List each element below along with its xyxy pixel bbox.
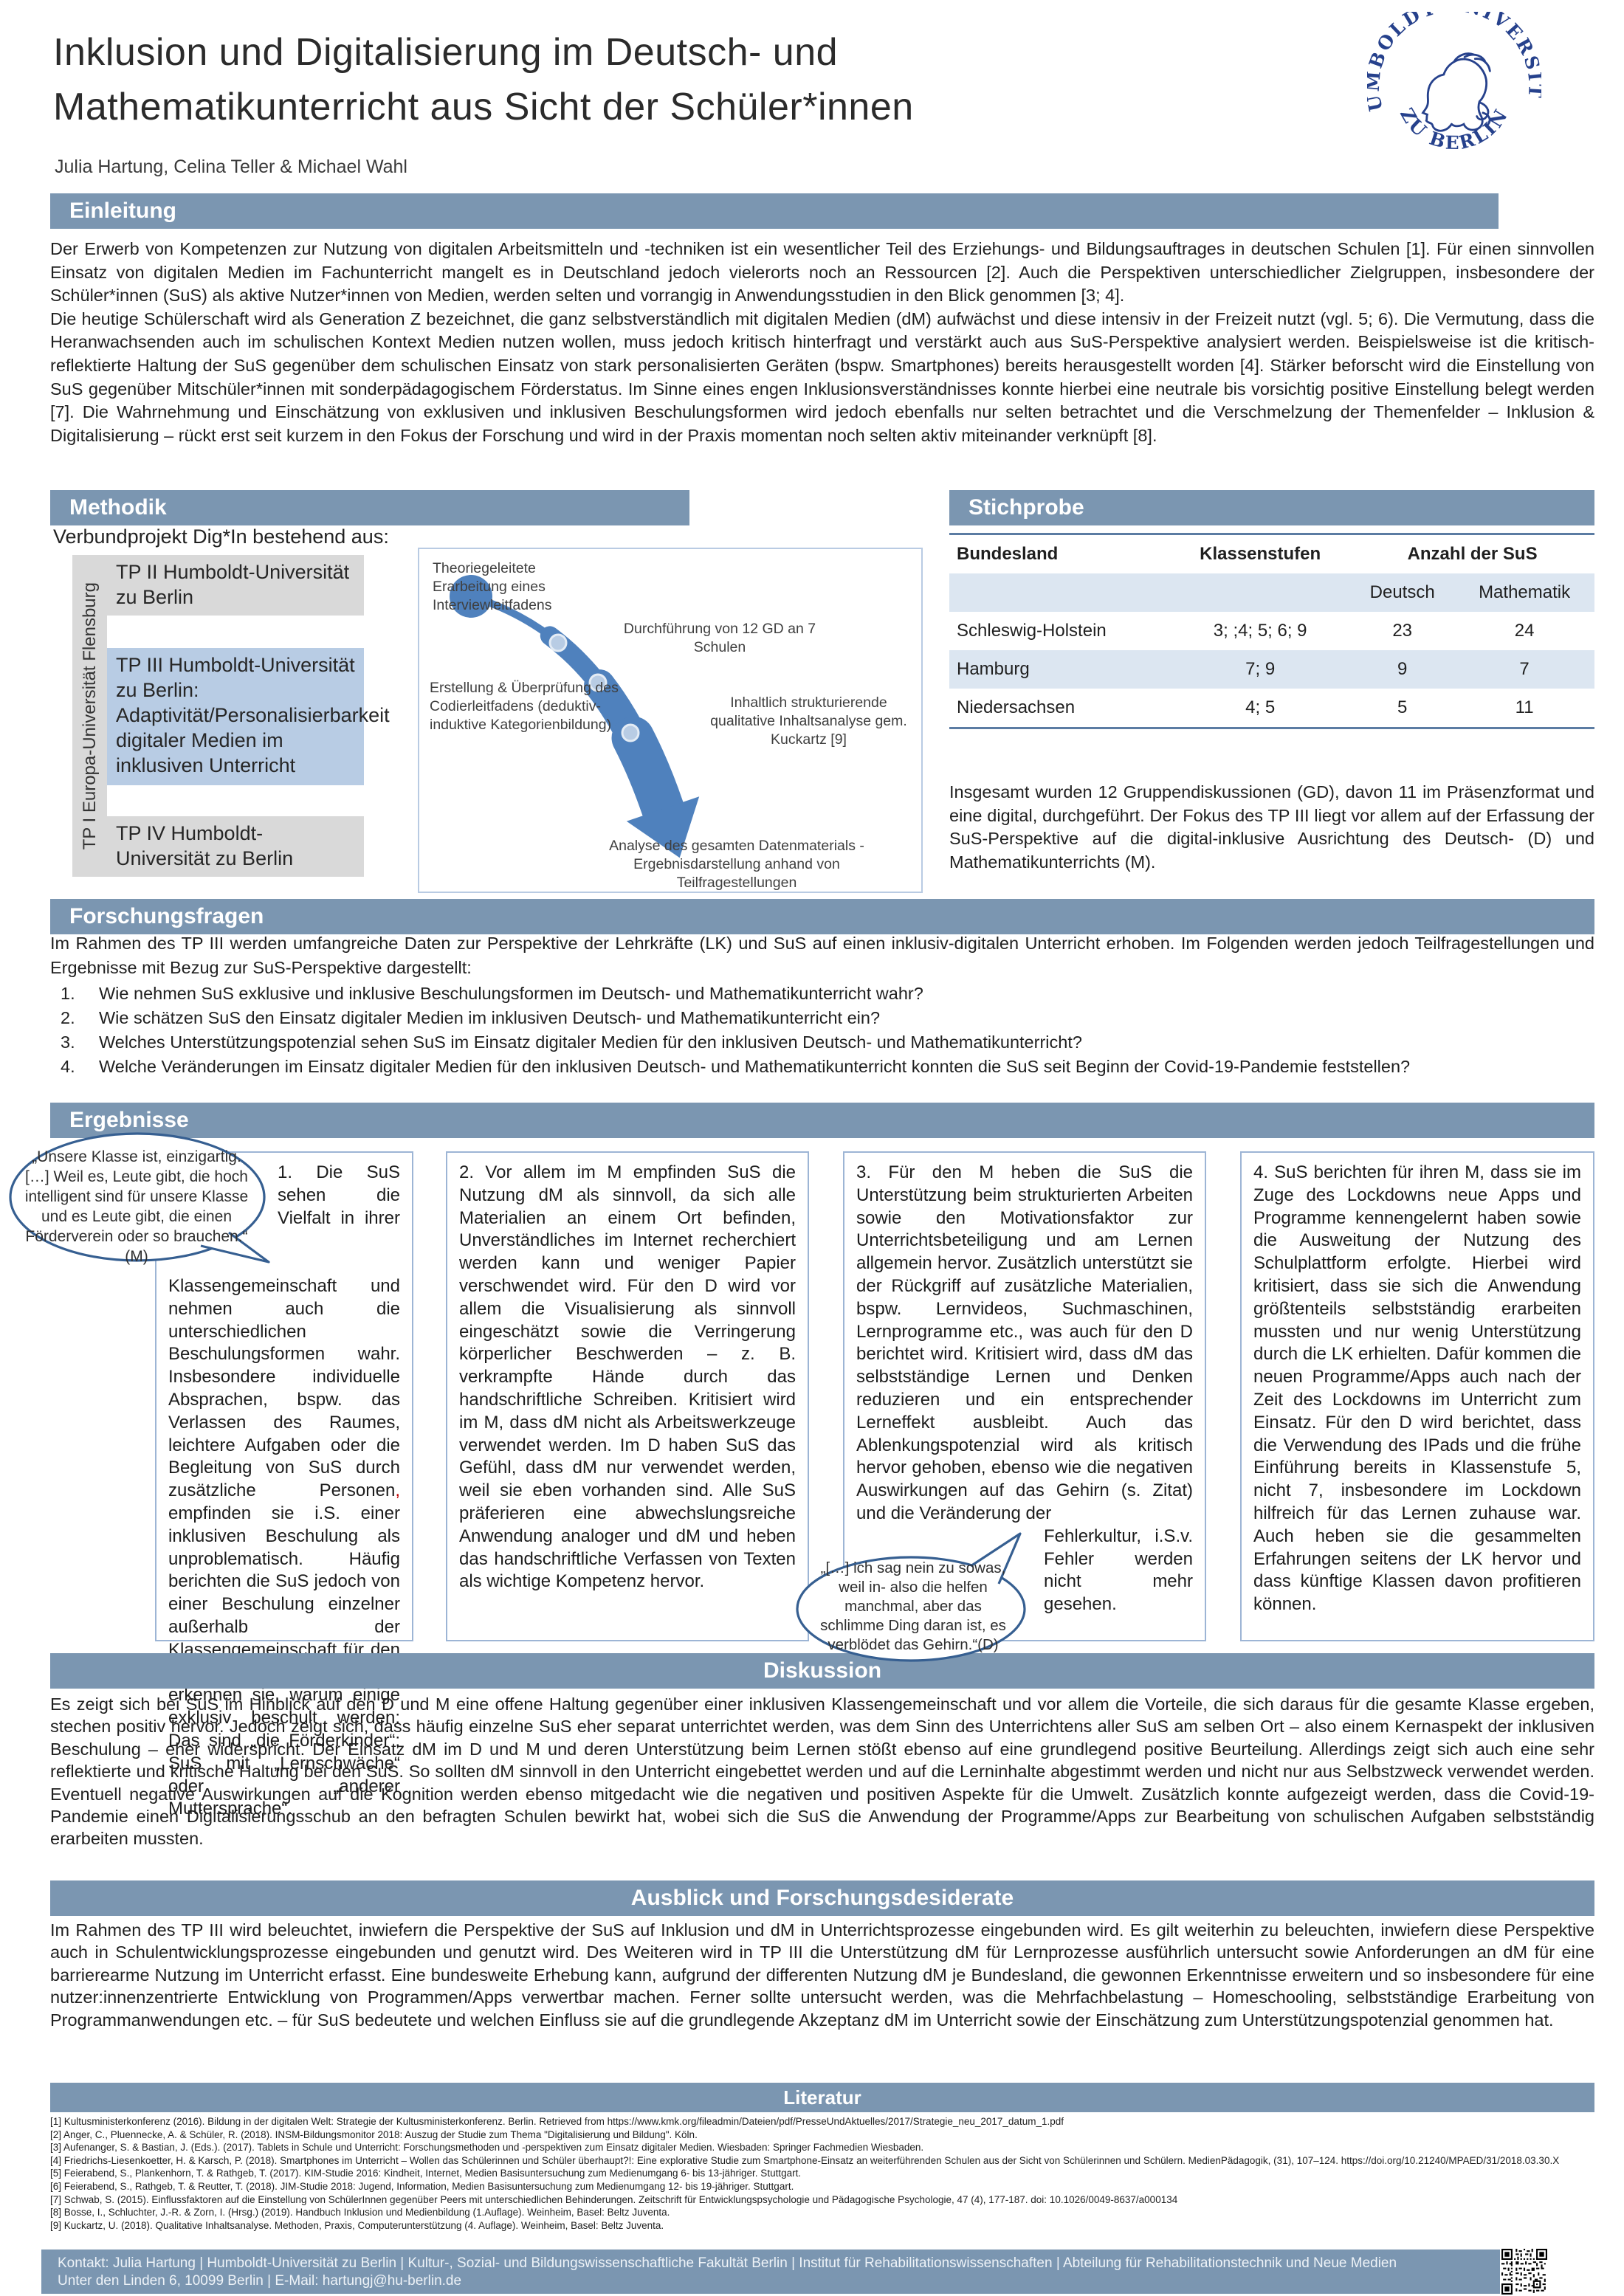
diagram-step-4: Inhaltlich strukturierende qualitative I… bbox=[710, 694, 907, 748]
contact-line-2: Unter den Linden 6, 10099 Berlin | E-Mai… bbox=[58, 2273, 462, 2289]
method-flow-diagram: Theoriegeleitete Erarbeitung eines Inter… bbox=[418, 548, 923, 893]
result-text-3-tail: Fehlerkultur, i.S.v. Fehler werden nicht… bbox=[1044, 1526, 1193, 1615]
result-text-4: 4. SuS berichten für ihren M, dass sie i… bbox=[1253, 1162, 1581, 1615]
table-header-row: Bundesland Klassenstufen Anzahl der SuS bbox=[949, 534, 1594, 574]
section-title: Literatur bbox=[783, 2086, 861, 2109]
reference-item: [3] Aufenanger, S. & Bastian, J. (Eds.).… bbox=[50, 2142, 924, 2154]
sample-table: Bundesland Klassenstufen Anzahl der SuS … bbox=[949, 533, 1594, 729]
title-line-1: Inklusion und Digitalisierung im Deutsch… bbox=[53, 31, 839, 74]
diagram-step-3: Erstellung & Überprüfung des Codierleitf… bbox=[430, 680, 619, 733]
humboldt-brothers-heads-icon bbox=[1421, 52, 1491, 132]
process-arrow-icon bbox=[450, 575, 700, 858]
section-title: Ergebnisse bbox=[69, 1108, 189, 1132]
red-comma: , bbox=[395, 1480, 400, 1501]
result-text-3: 3. Für den M heben die SuS die Unterstüt… bbox=[856, 1162, 1193, 1523]
authors: Julia Hartung, Celina Teller & Michael W… bbox=[55, 156, 407, 177]
project-structure: TP I Europa-Universität Flensburg TP II … bbox=[72, 555, 390, 877]
diagram-step-2: Durchführung von 12 GD an 7 Schulen bbox=[623, 621, 816, 655]
section-title: Forschungsfragen bbox=[69, 904, 264, 928]
result-text-2: 2. Vor allem im M empfinden SuS die Nutz… bbox=[459, 1162, 796, 1592]
section-title: Stichprobe bbox=[968, 495, 1084, 520]
reference-list: [1] Kultusministerkonferenz (2016). Bild… bbox=[50, 2115, 1594, 2232]
research-question-4: Welche Veränderungen im Einsatz digitale… bbox=[61, 1055, 1411, 1079]
section-title: Diskussion bbox=[763, 1658, 882, 1683]
reference-item: [1] Kultusministerkonferenz (2016). Bild… bbox=[50, 2116, 1064, 2127]
forschungsfragen-text: Im Rahmen des TP III werden umfangreiche… bbox=[50, 931, 1594, 1079]
contact-line-1: Kontakt: Julia Hartung | Humboldt-Univer… bbox=[58, 2255, 1397, 2271]
contact-footer: Kontakt: Julia Hartung | Humboldt-Univer… bbox=[41, 2250, 1500, 2294]
diskussion-text: Es zeigt sich bei SuS im Hinblick auf de… bbox=[50, 1695, 1594, 1849]
col-header-anzahl: Anzahl der SuS bbox=[1407, 544, 1538, 564]
diagram-step-1: Theoriegeleitete Erarbeitung eines Inter… bbox=[433, 560, 552, 613]
quote-text: „[…] ich sag nein zu sowas, weil in- als… bbox=[820, 1559, 1006, 1653]
section-header-ergebnisse: Ergebnisse bbox=[50, 1103, 1594, 1138]
section-header-einleitung: Einleitung bbox=[50, 193, 1499, 229]
section-title: Ausblick und Forschungsdesiderate bbox=[630, 1886, 1014, 1910]
subheader-mathematik: Mathematik bbox=[1454, 573, 1594, 612]
hu-berlin-logo-icon: HUMBOLDT-UNIVERSITÄT · ZU BERLIN · bbox=[1367, 12, 1541, 154]
section-title: Einleitung bbox=[69, 199, 176, 223]
reference-item: [7] Schwab, S. (2015). Einflussfaktoren … bbox=[50, 2193, 1178, 2205]
section-header-stichprobe: Stichprobe bbox=[949, 490, 1594, 525]
tp3-box: TP III Humboldt-Universität zu Berlin: Ad… bbox=[107, 648, 390, 785]
result-column-2: 2. Vor allem im M empfinden SuS die Nutz… bbox=[446, 1151, 809, 1641]
subheader-deutsch: Deutsch bbox=[1350, 573, 1455, 612]
page-title: Inklusion und Digitalisierung im Deutsch… bbox=[53, 25, 1264, 134]
tp1-vertical-label: TP I Europa-Universität Flensburg bbox=[72, 555, 107, 877]
ausblick-text: Im Rahmen des TP III wird beleuchtet, in… bbox=[50, 1920, 1594, 2030]
result-column-1: „Unsere Klasse ist, einzigartig. […] Wei… bbox=[9, 1132, 413, 1818]
section-header-literatur: Literatur bbox=[50, 2083, 1594, 2112]
col-header-klassenstufen: Klassenstufen bbox=[1200, 544, 1321, 564]
research-question-3: Welches Unterstützungspotenzial sehen Su… bbox=[61, 1030, 1082, 1055]
quote-text: „Unsere Klasse ist, einzigartig. […] Wei… bbox=[24, 1148, 249, 1265]
tp2-box: TP II Humboldt-Universität zu Berlin bbox=[107, 555, 364, 616]
result-column-4: 4. SuS berichten für ihren M, dass sie i… bbox=[1240, 1151, 1594, 1641]
research-question-1: Wie nehmen SuS exklusive und inklusive B… bbox=[61, 982, 923, 1006]
reference-item: [6] Feierabend, S., Rathgeb, T. & Reutte… bbox=[50, 2180, 794, 2192]
diagram-step-5: Analyse des gesamten Datenmaterials - Er… bbox=[609, 838, 864, 891]
table-row: Schleswig-Holstein 3; ;4; 5; 6; 9 23 24 bbox=[957, 621, 1535, 641]
section-header-methodik: Methodik bbox=[50, 490, 689, 525]
reference-item: [4] Friedrichs-Liesenkoetter, H. & Karsc… bbox=[50, 2154, 1560, 2166]
einleitung-paragraph-2: Die heutige Schülerschaft wird als Gener… bbox=[50, 308, 1594, 445]
result-text-3-tail-row: Fehlerkultur, i.S.v. Fehler werden nicht… bbox=[856, 1526, 1193, 1616]
forschungsfragen-intro: Im Rahmen des TP III werden umfangreiche… bbox=[50, 934, 1594, 977]
table-row: Hamburg 7; 9 9 7 bbox=[949, 650, 1594, 689]
section-header-diskussion: Diskussion bbox=[50, 1653, 1594, 1689]
sample-note: Insgesamt wurden 12 Gruppendiskussionen … bbox=[949, 782, 1594, 872]
speech-bubble-quote-2: „[…] ich sag nein zu sowas, weil in- als… bbox=[795, 1531, 1031, 1671]
tp4-box: TP IV Humboldt-Universität zu Berlin bbox=[107, 816, 364, 877]
research-question-2: Wie schätzen SuS den Einsatz digitaler M… bbox=[61, 1006, 881, 1030]
reference-item: [8] Bosse, I., Schluchter, J.-R. & Zorn,… bbox=[50, 2207, 670, 2219]
result-column-3: „[…] ich sag nein zu sowas, weil in- als… bbox=[796, 1151, 1206, 1662]
methodik-intro: Verbundprojekt Dig*In bestehend aus: bbox=[53, 525, 389, 548]
einleitung-text: Der Erwerb von Kompetenzen zur Nutzung v… bbox=[50, 238, 1594, 447]
reference-item: [5] Feierabend, S., Plankenhorn, T. & Ra… bbox=[50, 2168, 802, 2179]
reference-item: [9] Kuckartz, U. (2018). Qualitative Inh… bbox=[50, 2219, 664, 2231]
research-questions-list: Wie nehmen SuS exklusive und inklusive B… bbox=[50, 982, 1594, 1079]
title-line-2: Mathematikunterricht aus Sicht der Schül… bbox=[53, 86, 914, 128]
section-header-forschungsfragen: Forschungsfragen bbox=[50, 899, 1594, 934]
reference-item: [2] Anger, C., Pluennecke, A. & Schüler,… bbox=[50, 2128, 698, 2140]
table-row: Niedersachsen 4; 5 5 11 bbox=[957, 697, 1534, 717]
section-header-ausblick: Ausblick und Forschungsdesiderate bbox=[50, 1880, 1594, 1916]
einleitung-paragraph-1: Der Erwerb von Kompetenzen zur Nutzung v… bbox=[50, 239, 1594, 306]
speech-bubble-quote-1: „Unsere Klasse ist, einzigartig. […] Wei… bbox=[7, 1131, 278, 1268]
col-header-bundesland: Bundesland bbox=[957, 544, 1059, 564]
qr-code-icon bbox=[1501, 2249, 1547, 2295]
table-subheader-row: Deutsch Mathematik bbox=[949, 573, 1594, 612]
section-title: Methodik bbox=[69, 495, 167, 520]
